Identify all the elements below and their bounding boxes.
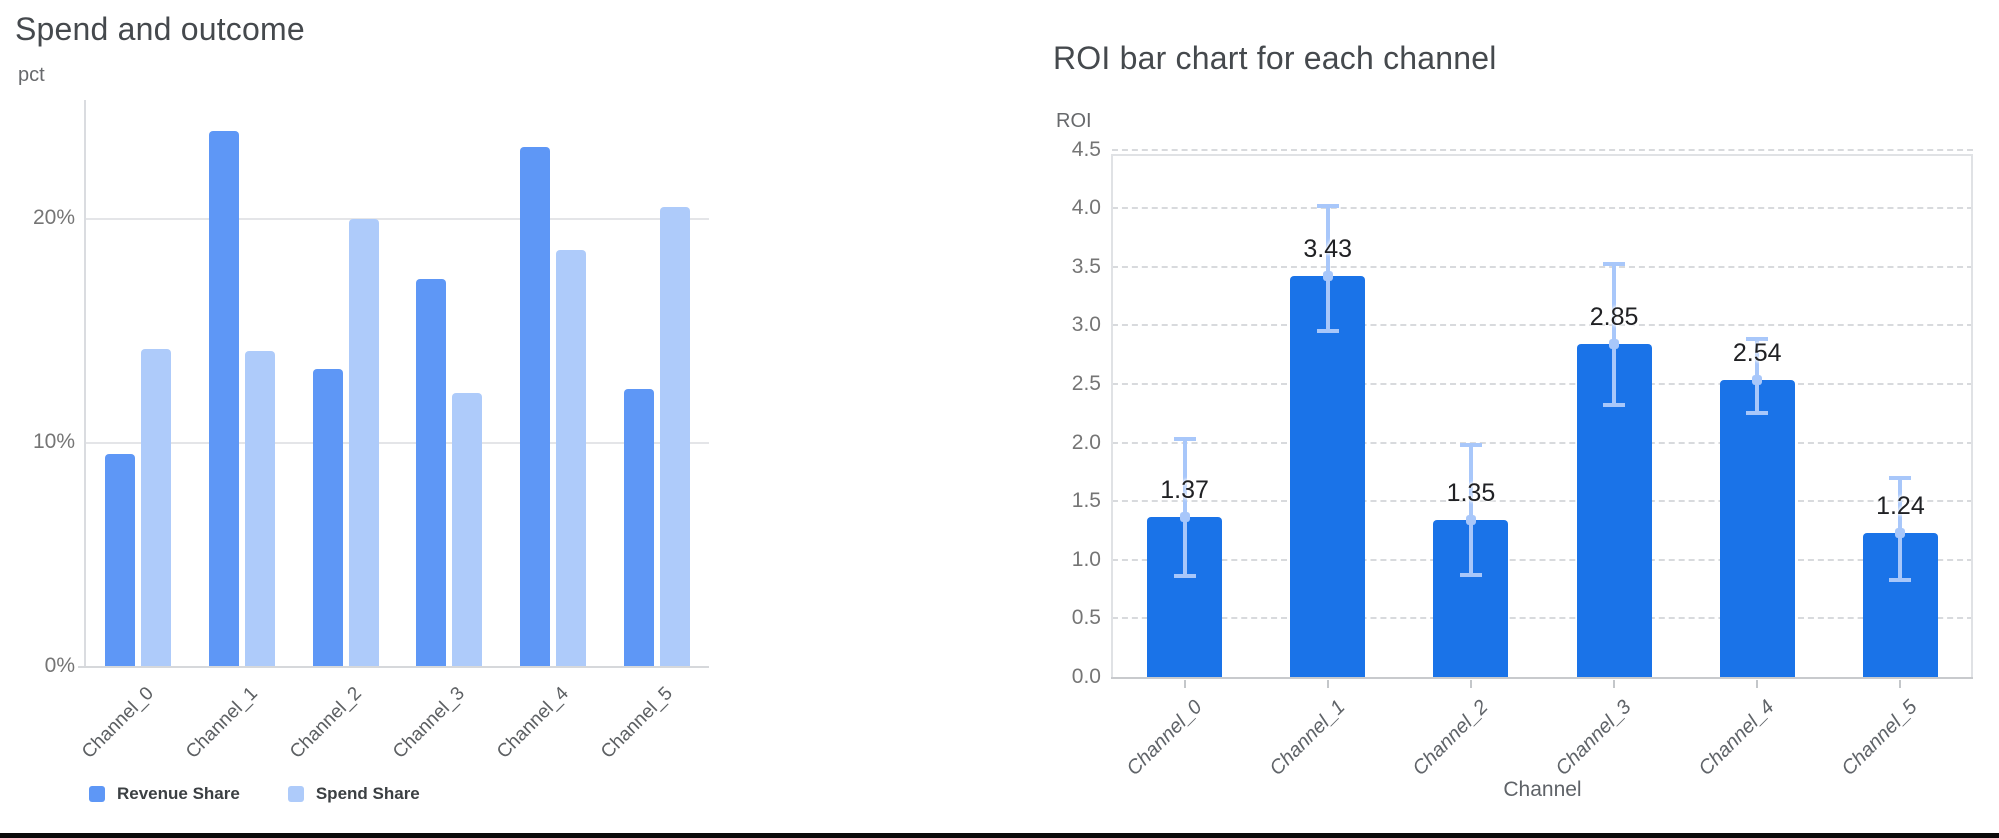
bar-revenue-share-channel_4[interactable] [520, 146, 551, 667]
value-label-channel_0: 1.37 [1160, 476, 1209, 505]
plot-left-border [1111, 154, 1113, 678]
bar-roi-channel_1[interactable] [1290, 276, 1366, 678]
bar-spend-share-channel_5[interactable] [660, 207, 691, 667]
gridline-dashed [1112, 617, 1973, 620]
error-cap-low [1889, 577, 1912, 582]
y-tick-label: 10% [32, 429, 75, 453]
error-marker [1179, 512, 1190, 523]
y-tick-label: 0.0 [1071, 665, 1101, 688]
value-label-channel_2: 1.35 [1446, 478, 1496, 507]
y-tick-label: 1.0 [1071, 547, 1101, 571]
legend-label: Spend Share [315, 784, 420, 803]
error-marker [1322, 271, 1333, 281]
gridline-dashed [1112, 148, 1973, 151]
value-label-channel_5: 1.24 [1876, 491, 1925, 520]
left-chart-title: Spend and outcome [15, 11, 305, 47]
gridline-dashed [1112, 558, 1973, 561]
x-baseline [1111, 677, 1973, 679]
gridline [86, 441, 709, 444]
x-tick-mark [1183, 680, 1186, 688]
bar-spend-share-channel_3[interactable] [452, 393, 483, 667]
left-chart-legend: Revenue Share Spend Share [89, 784, 420, 804]
gridline-dashed [1112, 324, 1973, 327]
value-label-channel_4: 2.54 [1732, 339, 1782, 368]
error-cap-low [1173, 574, 1196, 579]
error-marker [1895, 527, 1906, 538]
bar-spend-share-channel_4[interactable] [556, 249, 587, 667]
x-label-channel_5: Channel_5 [1838, 696, 1922, 780]
error-cap-low [1746, 411, 1769, 416]
bar-revenue-share-channel_2[interactable] [312, 368, 343, 667]
gridline-dashed [1112, 500, 1973, 503]
y-tick-label: 0% [44, 654, 75, 677]
y-tick-label: 4.5 [1071, 137, 1101, 161]
gridline-dashed [1112, 207, 1973, 210]
x-label-channel_2: Channel_2 [1408, 696, 1493, 780]
error-cap-high [1746, 337, 1769, 342]
error-cap-high [1459, 442, 1482, 447]
y-tick-label: 3.0 [1071, 313, 1101, 337]
right-chart-y-unit-label: ROI [1056, 110, 1092, 132]
y-tick-label: 2.0 [1071, 430, 1101, 454]
bar-spend-share-channel_0[interactable] [140, 348, 171, 667]
value-label-channel_3: 2.85 [1589, 302, 1639, 331]
error-cap-low [1316, 329, 1339, 334]
bar-spend-share-channel_1[interactable] [244, 350, 275, 667]
error-cap-low [1459, 572, 1482, 577]
legend-item-revenue-share[interactable]: Revenue Share [89, 784, 240, 804]
x-tick-mark [1899, 680, 1902, 688]
x-baseline [78, 666, 709, 668]
x-tick-mark [1756, 680, 1759, 688]
error-whisker-channel_2 [1468, 444, 1473, 575]
gridline-dashed [1112, 441, 1973, 444]
x-tick-mark [1326, 680, 1329, 688]
plot-top-border [1111, 154, 1973, 156]
y-axis-line [84, 100, 86, 667]
y-tick-label: 0.5 [1071, 606, 1101, 630]
error-marker [1609, 338, 1620, 349]
y-tick-label: 1.5 [1071, 489, 1101, 513]
x-label-channel_4: Channel_4 [1694, 696, 1779, 780]
error-cap-high [1603, 262, 1626, 267]
legend-item-spend-share[interactable]: Spend Share [287, 784, 420, 804]
right-chart-x-axis-title: Channel [1503, 778, 1582, 801]
bar-revenue-share-channel_5[interactable] [624, 388, 655, 667]
left-chart-y-unit-label: pct [18, 64, 45, 86]
legend-swatch [89, 786, 105, 802]
gridline-dashed [1112, 265, 1973, 268]
error-whisker-channel_0 [1182, 438, 1187, 577]
bar-spend-share-channel_2[interactable] [348, 218, 379, 667]
bar-revenue-share-channel_3[interactable] [416, 279, 447, 667]
y-tick-label: 3.5 [1071, 254, 1101, 278]
x-label-channel_0: Channel_0 [1122, 696, 1207, 780]
plot-right-border [1971, 154, 1973, 678]
x-label-channel_3: Channel_3 [1551, 696, 1636, 780]
y-tick-label: 4.0 [1071, 196, 1101, 220]
bar-roi-channel_4[interactable] [1719, 380, 1795, 678]
error-whisker-channel_3 [1612, 264, 1617, 405]
error-cap-high [1173, 436, 1196, 441]
error-cap-high [1889, 475, 1912, 480]
x-tick-mark [1613, 680, 1616, 688]
error-marker [1465, 514, 1476, 525]
error-cap-high [1316, 203, 1339, 208]
x-label-channel_1: Channel_1 [1265, 696, 1350, 780]
legend-label: Revenue Share [117, 784, 240, 803]
x-tick-mark [1469, 680, 1472, 688]
error-whisker-channel_1 [1325, 205, 1330, 332]
right-chart-title: ROI bar chart for each channel [1053, 40, 1497, 76]
gridline [86, 217, 709, 220]
gridline-dashed [1112, 383, 1973, 385]
bar-revenue-share-channel_0[interactable] [104, 454, 135, 667]
error-marker [1752, 375, 1763, 386]
bar-revenue-share-channel_1[interactable] [208, 131, 239, 667]
y-tick-label: 2.5 [1071, 372, 1101, 395]
legend-swatch [287, 786, 304, 802]
error-cap-low [1603, 402, 1626, 407]
y-tick-label: 20% [32, 205, 75, 229]
bottom-window-edge [0, 833, 1999, 838]
value-label-channel_1: 3.43 [1303, 235, 1353, 263]
